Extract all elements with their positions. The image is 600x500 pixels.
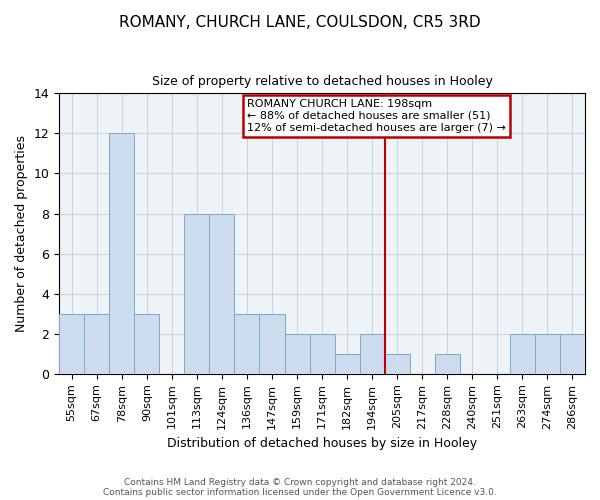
X-axis label: Distribution of detached houses by size in Hooley: Distribution of detached houses by size …: [167, 437, 477, 450]
Bar: [385, 354, 410, 374]
Bar: [310, 334, 335, 374]
Bar: [84, 314, 109, 374]
Bar: [109, 134, 134, 374]
Bar: [359, 334, 385, 374]
Text: Contains HM Land Registry data © Crown copyright and database right 2024.
Contai: Contains HM Land Registry data © Crown c…: [103, 478, 497, 497]
Bar: [209, 214, 235, 374]
Bar: [259, 314, 284, 374]
Bar: [284, 334, 310, 374]
Bar: [510, 334, 535, 374]
Text: ROMANY CHURCH LANE: 198sqm
← 88% of detached houses are smaller (51)
12% of semi: ROMANY CHURCH LANE: 198sqm ← 88% of deta…: [247, 100, 506, 132]
Bar: [560, 334, 585, 374]
Bar: [535, 334, 560, 374]
Bar: [134, 314, 160, 374]
Bar: [435, 354, 460, 374]
Title: Size of property relative to detached houses in Hooley: Size of property relative to detached ho…: [152, 75, 493, 88]
Y-axis label: Number of detached properties: Number of detached properties: [15, 135, 28, 332]
Bar: [335, 354, 359, 374]
Text: ROMANY, CHURCH LANE, COULSDON, CR5 3RD: ROMANY, CHURCH LANE, COULSDON, CR5 3RD: [119, 15, 481, 30]
Bar: [59, 314, 84, 374]
Bar: [235, 314, 259, 374]
Bar: [184, 214, 209, 374]
